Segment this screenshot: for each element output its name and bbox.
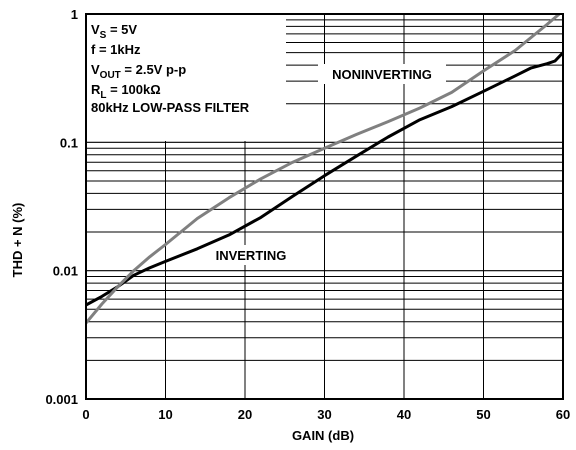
series-line-noninverting: [86, 14, 562, 325]
x-axis-label: GAIN (dB): [292, 428, 354, 443]
series: [86, 14, 563, 325]
condition-filter: 80kHz LOW-PASS FILTER: [91, 100, 250, 115]
x-tick-label: 20: [238, 407, 252, 422]
y-tick-label: 0.1: [60, 135, 78, 150]
tick-labels: 0 10 20 30 40 50 60 0.001 0.01 0.1 1: [45, 7, 570, 422]
series-line-inverting: [86, 51, 563, 307]
plot-frame: [85, 13, 564, 400]
x-tick-label: 0: [82, 407, 89, 422]
x-tick-label: 10: [158, 407, 172, 422]
x-tick-label: 50: [476, 407, 490, 422]
inverting-label-bg: [206, 245, 296, 265]
condition-frequency: f = 1kHz: [91, 42, 141, 57]
series-label-inverting: INVERTING: [216, 248, 287, 263]
x-tick-label: 40: [397, 407, 411, 422]
noninverting-label-bg: [318, 64, 446, 84]
conditions-box-bg: [86, 14, 286, 141]
y-tick-label: 0.001: [45, 392, 78, 407]
y-tick-label: 1: [71, 7, 78, 22]
conditions-text: VS = 5V f = 1kHz VOUT = 2.5V p-p RL = 10…: [91, 22, 250, 115]
x-tick-label: 30: [317, 407, 331, 422]
y-tick-label: 0.01: [53, 264, 78, 279]
y-axis-label: THD + N (%): [10, 203, 25, 278]
condition-rl: RL = 100kΩ: [91, 82, 161, 101]
x-tick-label: 60: [556, 407, 570, 422]
condition-vout: VOUT = 2.5V p-p: [91, 62, 186, 81]
series-label-noninverting: NONINVERTING: [332, 67, 432, 82]
condition-vs: VS = 5V: [91, 22, 137, 41]
